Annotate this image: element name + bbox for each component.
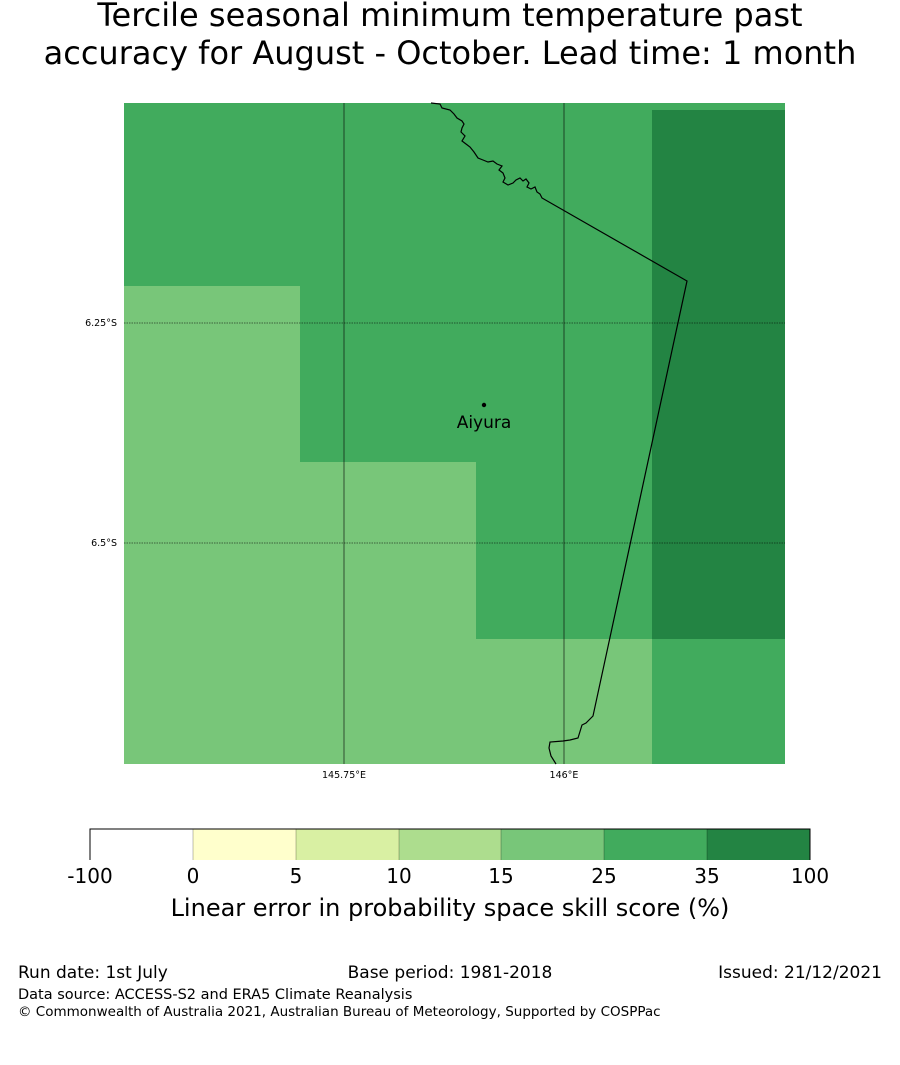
grid-cell	[300, 286, 476, 462]
colorbar-title: Linear error in probability space skill …	[170, 894, 730, 922]
base-period: Base period: 1981-2018	[347, 963, 553, 983]
grid-cell	[652, 286, 785, 462]
colorbar-swatch	[296, 829, 399, 860]
aiyura-marker	[481, 402, 487, 408]
colorbar-tick-label: -100	[67, 864, 113, 888]
colorbar	[89, 828, 811, 860]
data-source: Data source: ACCESS-S2 and ERA5 Climate …	[18, 987, 413, 1003]
colorbar-swatch	[90, 829, 193, 860]
colorbar-swatch	[604, 829, 707, 860]
colorbar-swatch	[501, 829, 604, 860]
grid-cell	[652, 110, 785, 286]
issued-date: Issued: 21/12/2021	[718, 963, 882, 983]
chart-title-line-2: accuracy for August - October. Lead time…	[43, 34, 857, 72]
colorbar-tick-label: 100	[790, 864, 830, 888]
grid-cell	[124, 286, 300, 462]
colorbar-swatch	[399, 829, 501, 860]
grid-cell	[124, 639, 300, 764]
lat-label-6-5: 6.5°S	[91, 538, 117, 549]
colorbar-tick-label: 10	[386, 864, 412, 888]
coastline	[430, 102, 688, 765]
colorbar-swatch	[707, 829, 810, 860]
colorbar-tick-label: 25	[591, 864, 617, 888]
lon-label-146: 146°E	[550, 770, 579, 781]
grid-cell	[300, 103, 476, 110]
graticule	[124, 103, 785, 764]
grid-cell	[300, 639, 476, 764]
grid-cell	[124, 462, 300, 639]
grid-cell	[124, 103, 300, 110]
colorbar-tick-label: 5	[289, 864, 303, 888]
colorbar-swatch	[193, 829, 296, 860]
colorbar-frame	[89, 828, 811, 860]
skill-grid	[124, 103, 785, 764]
grid-cell	[652, 462, 785, 639]
aiyura-label: Aiyura	[457, 413, 512, 433]
grid-cell	[300, 462, 476, 639]
grid-cell	[124, 110, 300, 286]
colorbar-tick-label: 0	[186, 864, 200, 888]
copyright: © Commonwealth of Australia 2021, Austra…	[18, 1004, 661, 1020]
lon-label-145-75: 145.75°E	[322, 770, 366, 781]
colorbar-tick-label: 35	[694, 864, 720, 888]
lat-label-6-25: 6.25°S	[85, 318, 117, 329]
grid-cell	[300, 110, 476, 286]
run-date: Run date: 1st July	[18, 963, 168, 983]
colorbar-tick-label: 15	[488, 864, 514, 888]
grid-cell	[652, 103, 785, 110]
chart-title-line-1: Tercile seasonal minimum temperature pas…	[97, 0, 803, 34]
map-panel: Aiyura 6.25°S 6.5°S 145.75°E 146°E	[85, 102, 811, 860]
grid-cell	[652, 639, 785, 764]
